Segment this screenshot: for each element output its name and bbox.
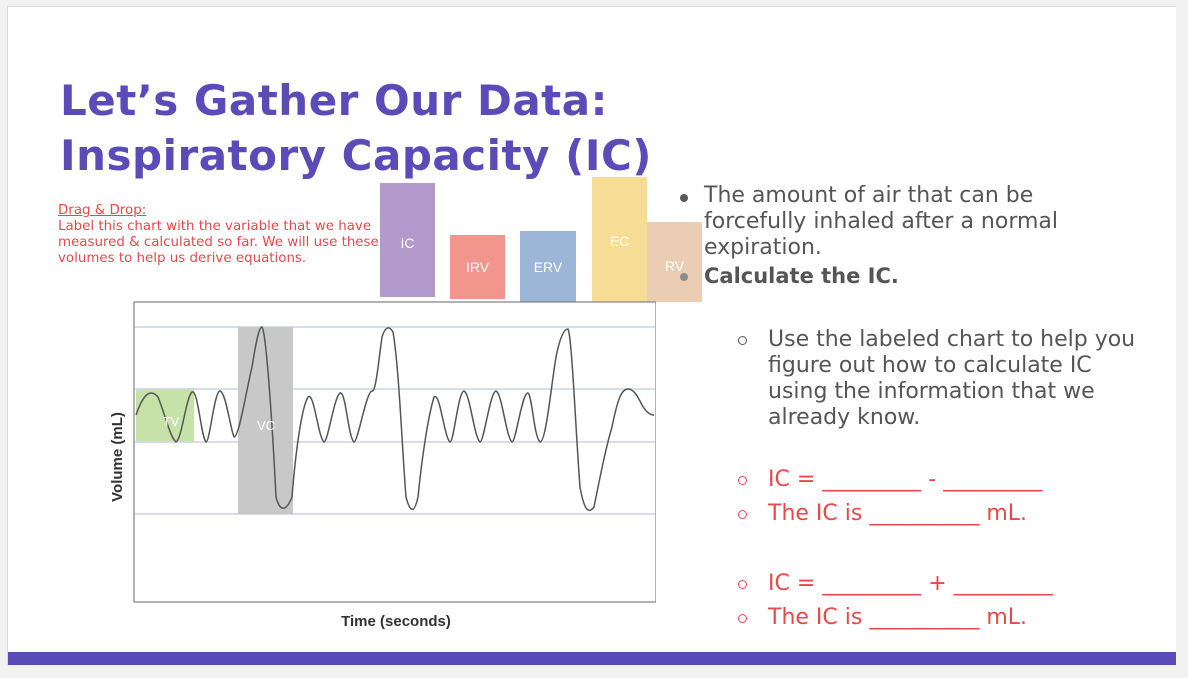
vc-label: VC — [257, 418, 275, 433]
drag-tile-erv[interactable]: ERV — [520, 231, 576, 303]
sub-bullet-hint: Use the labeled chart to help you figure… — [734, 327, 1148, 431]
drag-drop-instructions: Drag & Drop: Label this chart with the v… — [58, 203, 388, 267]
answer-1-text: The IC is __________ mL. — [768, 501, 1027, 526]
bullet-task: Calculate the IC. — [668, 263, 1118, 289]
sub-bullet-ring — [738, 510, 747, 519]
content-column: The amount of air that can be forcefully… — [668, 183, 1135, 630]
answer-2-text: The IC is __________ mL. — [768, 605, 1027, 630]
sub-bullet-equation-2: IC = _________ + _________ — [734, 571, 1053, 597]
hint-text: Use the labeled chart to help you figure… — [768, 327, 1136, 430]
x-axis-label: Time (seconds) — [341, 613, 451, 630]
sub-bullet-answer-2: The IC is __________ mL. — [734, 605, 1027, 631]
sub-bullet-answer-1: The IC is __________ mL. — [734, 501, 1027, 527]
y-axis-label: Volume (mL) — [109, 412, 126, 502]
tv-label: TV — [163, 414, 180, 429]
spirogram-trace — [135, 326, 655, 512]
sub-bullet-ring — [738, 336, 747, 345]
title-line-1: Let’s Gather Our Data: — [60, 76, 608, 125]
bullet-dot — [680, 194, 688, 202]
equation-1-text: IC = _________ - _________ — [768, 467, 1043, 492]
sub-bullet-ring — [738, 580, 747, 589]
sub-bullet-ring — [738, 476, 747, 485]
drag-drop-heading: Drag & Drop: — [58, 203, 147, 218]
definition-text: The amount of air that can be forcefully… — [704, 183, 1059, 260]
lung-volume-chart-svg: TV VC Time (seconds) Volume (mL) — [109, 301, 657, 630]
bullet-definition: The amount of air that can be forcefully… — [668, 183, 1118, 261]
sub-bullet-ring — [738, 614, 747, 623]
bullet-dot — [680, 273, 688, 281]
drag-drop-body: Label this chart with the variable that … — [58, 219, 379, 266]
slide: Let’s Gather Our Data: Inspiratory Capac… — [7, 6, 1176, 665]
slide-title: Let’s Gather Our Data: Inspiratory Capac… — [60, 73, 652, 183]
title-line-2: Inspiratory Capacity (IC) — [60, 131, 652, 180]
drag-tile-irv[interactable]: IRV — [450, 235, 505, 299]
drag-tile-rv[interactable]: RV — [647, 222, 702, 302]
lung-volume-chart: TV VC Time (seconds) Volume (mL) — [96, 297, 657, 637]
drag-tile-ic[interactable]: IC — [380, 183, 435, 297]
sub-bullet-equation-1: IC = _________ - _________ — [734, 467, 1042, 493]
vc-region — [238, 327, 293, 514]
drag-tile-ec[interactable]: EC — [592, 177, 647, 303]
task-text: Calculate the IC. — [704, 264, 899, 288]
equation-2-text: IC = _________ + _________ — [768, 571, 1053, 596]
bottom-accent-bar — [8, 652, 1176, 665]
